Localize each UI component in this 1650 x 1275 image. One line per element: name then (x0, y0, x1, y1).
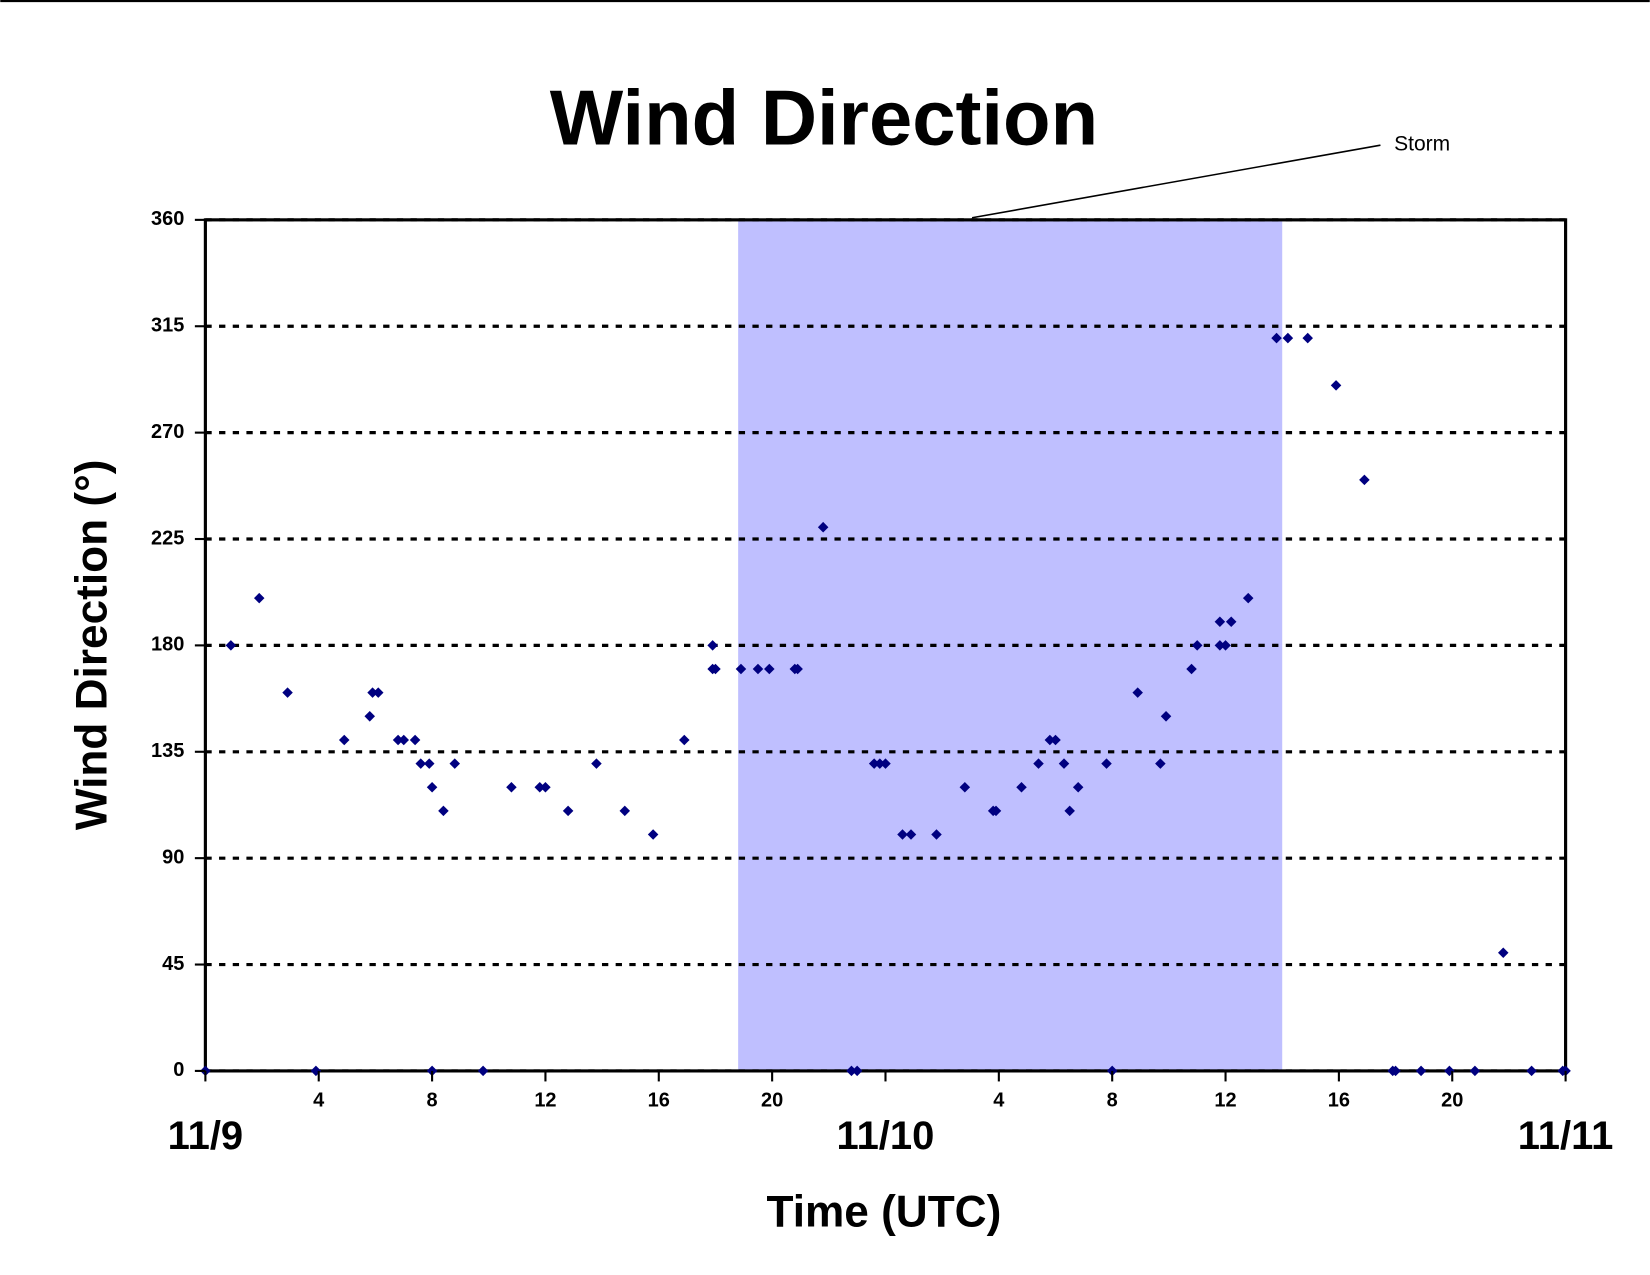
data-point (1225, 616, 1237, 628)
y-tick-label: 90 (162, 846, 184, 868)
data-point (679, 734, 690, 746)
y-tick-label: 360 (151, 208, 184, 230)
data-point (1359, 474, 1370, 486)
x-tick-label: 8 (1107, 1090, 1118, 1112)
data-point (409, 734, 421, 746)
data-point (253, 592, 265, 604)
data-point (282, 687, 293, 698)
data-point (1072, 781, 1084, 793)
data-point (1497, 947, 1509, 958)
data-point (1415, 1065, 1427, 1077)
x-tick-label: 16 (648, 1090, 670, 1112)
y-tick-label: 45 (162, 953, 184, 975)
data-point (423, 758, 435, 769)
data-point (880, 758, 891, 769)
x-tick-label: 20 (761, 1090, 783, 1112)
x-tick-label: 8 (427, 1090, 438, 1112)
y-tick-label: 0 (173, 1059, 184, 1081)
data-point (372, 687, 384, 698)
y-tick-label: 225 (151, 527, 184, 549)
data-point (1282, 332, 1294, 344)
y-tick-label: 315 (151, 315, 184, 337)
data-point (415, 758, 427, 769)
data-point (1560, 1065, 1571, 1077)
data-point (1526, 1065, 1537, 1077)
data-point (338, 734, 350, 746)
data-point (619, 805, 631, 817)
data-point (426, 1065, 438, 1077)
data-point (868, 758, 880, 769)
x-day-label: 11/11 (1518, 1114, 1614, 1158)
annotation-leader (971, 144, 1381, 219)
x-axis-label: Time (UTC) (767, 1188, 1002, 1237)
x-tick-label: 12 (534, 1090, 556, 1112)
x-day-label: 11/10 (837, 1114, 935, 1158)
data-point (591, 758, 602, 769)
data-point (438, 805, 449, 817)
x-tick-label: 20 (1441, 1090, 1463, 1112)
data-point (1214, 616, 1226, 628)
data-point (449, 758, 461, 769)
data-point (367, 687, 378, 698)
data-point (817, 521, 829, 533)
data-point (905, 829, 917, 840)
data-point (1064, 805, 1075, 817)
chart-title: Wind Direction (550, 76, 1098, 162)
data-point (846, 1065, 857, 1077)
y-axis-label: Wind Direction (°) (68, 460, 117, 831)
data-point (477, 1065, 489, 1077)
data-point (931, 829, 942, 840)
x-tick-label: 4 (993, 1090, 1004, 1112)
annotation-text: Storm (1394, 133, 1450, 156)
data-point (1469, 1065, 1481, 1077)
data-point (707, 640, 718, 651)
y-tick-label: 270 (151, 421, 184, 443)
data-point (990, 805, 1002, 817)
x-tick-label: 12 (1214, 1090, 1236, 1112)
data-point (398, 734, 410, 746)
y-tick-label: 180 (151, 634, 184, 656)
data-point (1050, 734, 1061, 746)
data-point (426, 781, 438, 793)
data-point (225, 640, 237, 651)
y-tick-label: 135 (151, 740, 184, 762)
data-point (1330, 380, 1342, 391)
x-day-label: 11/9 (168, 1114, 244, 1158)
data-point (897, 829, 908, 840)
data-point (874, 758, 886, 769)
data-point (1132, 687, 1143, 698)
data-point (1302, 332, 1313, 344)
data-point (506, 781, 517, 793)
data-point (562, 805, 574, 817)
data-point (364, 711, 376, 722)
x-tick-label: 16 (1328, 1090, 1350, 1112)
x-tick-label: 4 (313, 1090, 324, 1112)
data-point (647, 829, 659, 840)
data-point (540, 781, 551, 793)
